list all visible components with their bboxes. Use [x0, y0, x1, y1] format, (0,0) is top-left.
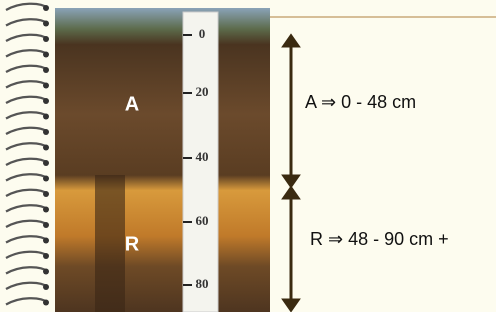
spiral-hole [43, 67, 49, 73]
spiral-hole [43, 284, 49, 290]
spiral-hole [43, 253, 49, 259]
horizon-depth: R ⇒ 48 - 90 cm + [310, 229, 449, 249]
spiral-hole [43, 300, 49, 306]
spiral-hole [43, 145, 49, 151]
slide: 0 20 40 60 80 A R A ⇒ 0 - 48 cm R ⇒ 48 - 90 … [0, 0, 496, 312]
page: 0 20 40 60 80 A R A ⇒ 0 - 48 cm R ⇒ 48 - 90 … [0, 0, 496, 312]
spiral-hole [43, 21, 49, 27]
spiral-hole [43, 238, 49, 244]
spiral-hole [43, 83, 49, 89]
soil-photo [55, 8, 270, 312]
spiral-hole [43, 36, 49, 42]
spiral-hole [43, 269, 49, 275]
ruler-tick-label: 60 [196, 213, 209, 228]
horizon-depth: A ⇒ 0 - 48 cm [305, 92, 416, 112]
ruler-tick-label: 20 [196, 84, 209, 99]
photo-shadow [95, 175, 125, 312]
spiral-hole [43, 129, 49, 135]
spiral-hole [43, 114, 49, 120]
spiral-hole [43, 98, 49, 104]
horizon-label: R [125, 233, 140, 255]
ruler-tick-label: 80 [196, 276, 209, 291]
spiral-hole [43, 176, 49, 182]
spiral-hole [43, 160, 49, 166]
spiral-hole [43, 222, 49, 228]
spiral-hole [43, 207, 49, 213]
ruler-tick-label: 40 [196, 149, 209, 164]
ruler-tick-label: 0 [199, 26, 206, 41]
spiral-hole [43, 5, 49, 11]
spiral-hole [43, 191, 49, 197]
spiral-hole [43, 52, 49, 58]
horizon-label: A [125, 93, 139, 115]
